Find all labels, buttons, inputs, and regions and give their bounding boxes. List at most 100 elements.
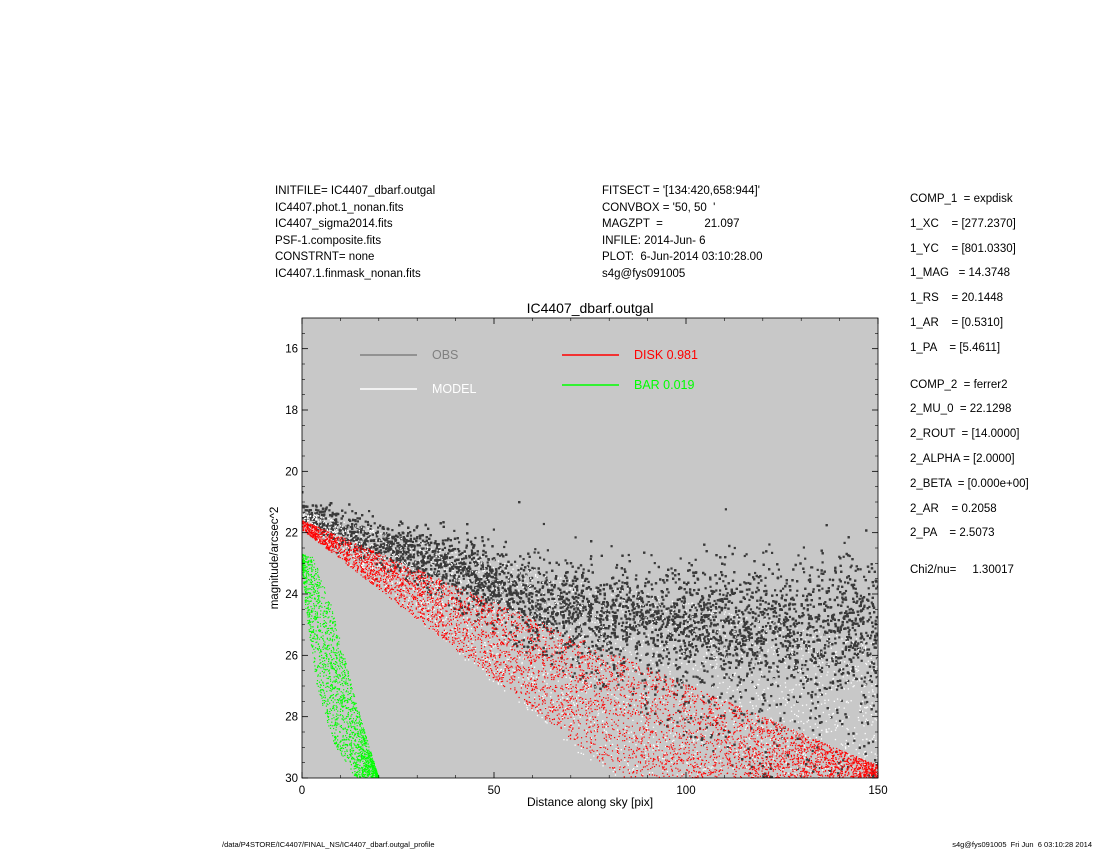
obs-point [631,609,634,612]
obs-point [775,615,778,618]
obs-point [472,592,475,596]
obs-point [582,568,585,571]
obs-point [770,695,773,698]
obs-point [465,585,469,588]
obs-point [523,587,526,590]
obs-point [713,599,716,603]
obs-point [870,601,873,604]
obs-point [875,616,878,619]
obs-point [829,681,832,684]
obs-point [820,721,823,724]
obs-point [849,644,852,647]
obs-point [699,727,702,730]
comp2-line: 2_BETA = [0.000e+00] [910,477,1029,490]
obs-point [796,589,799,592]
obs-point [623,582,626,585]
obs-point [745,553,748,556]
obs-point [717,653,721,656]
comp1-line: 1_RS = 20.1448 [910,292,1004,305]
obs-point [834,622,837,626]
obs-point [542,522,545,526]
obs-point [820,572,823,575]
obs-point [771,551,774,554]
obs-point [398,561,401,564]
obs-point [448,548,451,551]
obs-point [479,583,482,586]
obs-point [850,564,853,567]
obs-point [407,566,410,569]
obs-point [694,606,697,609]
obs-point [436,588,439,592]
obs-point [444,539,447,542]
obs-point [802,613,805,617]
obs-point [574,630,578,633]
obs-point [625,593,628,596]
obs-point [528,626,531,629]
obs-point [532,647,535,651]
obs-point [867,648,871,651]
obs-point [416,568,419,571]
obs-point [338,543,341,546]
obs-point [547,591,550,594]
obs-point [717,647,720,650]
obs-point [509,597,512,601]
obs-point [365,547,368,550]
obs-point [557,563,560,566]
obs-point [457,567,460,570]
obs-point [325,506,328,509]
obs-point [764,699,767,702]
comp1-line: 1_PA = [5.4611] [910,341,1001,354]
obs-point [807,613,810,616]
obs-point [662,598,665,601]
obs-point [748,598,751,601]
obs-point [345,529,348,532]
obs-point [636,603,639,606]
obs-point [571,605,574,608]
component-parameters: COMP_1 = expdisk 1_XC = [277.2370] 1_YC … [910,191,1029,587]
obs-point [384,550,388,553]
obs-point [874,627,877,630]
obs-point [795,666,799,669]
obs-point [610,587,613,590]
obs-point [568,584,571,587]
obs-point [689,653,692,657]
obs-point [815,616,819,619]
obs-point [415,577,418,580]
obs-point [546,549,549,552]
obs-point [858,605,861,608]
obs-point [751,622,754,625]
obs-point [624,610,627,614]
obs-point [350,533,353,536]
obs-point [587,580,590,583]
obs-point [545,576,548,579]
obs-point [351,510,354,513]
obs-point [645,577,648,580]
obs-point [507,577,511,580]
obs-point [588,617,591,620]
obs-point [470,553,473,557]
obs-point [695,609,698,612]
obs-point [509,639,512,642]
obs-point [802,546,805,549]
obs-point [342,539,345,542]
obs-point [499,565,502,569]
obs-point [656,616,659,619]
obs-point [590,563,593,566]
obs-point [385,546,388,549]
obs-point [561,651,564,654]
obs-point [468,554,471,557]
obs-point [771,639,774,642]
obs-point [775,649,778,652]
obs-point [398,569,401,572]
obs-point [459,565,462,568]
obs-point [738,628,741,632]
obs-point [689,644,692,647]
obs-point [702,601,705,604]
obs-point [641,679,644,682]
obs-point [349,526,352,529]
obs-point [842,759,845,762]
obs-point [811,702,814,705]
obs-point [465,574,468,577]
obs-point [511,581,514,584]
obs-point [802,686,805,689]
